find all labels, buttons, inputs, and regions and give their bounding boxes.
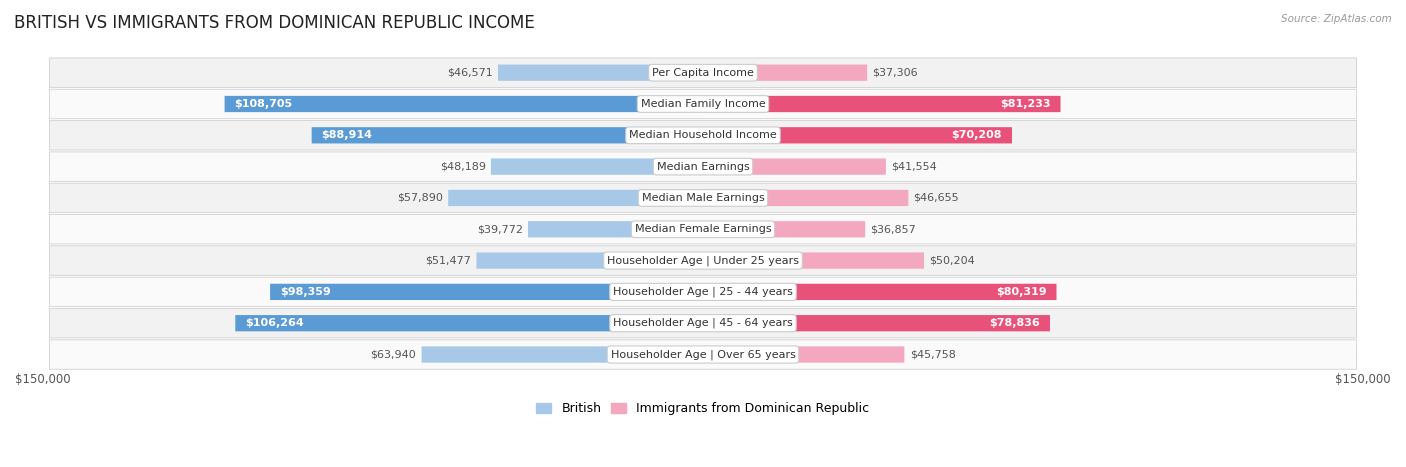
Text: $81,233: $81,233: [1000, 99, 1050, 109]
FancyBboxPatch shape: [49, 152, 1357, 181]
Text: Median Female Earnings: Median Female Earnings: [634, 224, 772, 234]
FancyBboxPatch shape: [703, 158, 886, 175]
Text: $88,914: $88,914: [322, 130, 373, 140]
Text: $37,306: $37,306: [873, 68, 918, 78]
Text: Householder Age | Under 25 years: Householder Age | Under 25 years: [607, 255, 799, 266]
FancyBboxPatch shape: [49, 58, 1357, 87]
FancyBboxPatch shape: [703, 315, 1050, 332]
Text: Median Male Earnings: Median Male Earnings: [641, 193, 765, 203]
Text: $108,705: $108,705: [235, 99, 292, 109]
Text: $51,477: $51,477: [425, 255, 471, 266]
Text: Householder Age | Over 65 years: Householder Age | Over 65 years: [610, 349, 796, 360]
Text: $80,319: $80,319: [995, 287, 1046, 297]
FancyBboxPatch shape: [703, 64, 868, 81]
FancyBboxPatch shape: [235, 315, 703, 332]
FancyBboxPatch shape: [49, 277, 1357, 307]
FancyBboxPatch shape: [703, 284, 1056, 300]
Text: Median Earnings: Median Earnings: [657, 162, 749, 172]
FancyBboxPatch shape: [49, 214, 1357, 244]
FancyBboxPatch shape: [703, 127, 1012, 143]
Legend: British, Immigrants from Dominican Republic: British, Immigrants from Dominican Repub…: [531, 397, 875, 420]
Text: $57,890: $57,890: [396, 193, 443, 203]
Text: Median Household Income: Median Household Income: [628, 130, 778, 140]
Text: Householder Age | 45 - 64 years: Householder Age | 45 - 64 years: [613, 318, 793, 328]
Text: $39,772: $39,772: [477, 224, 523, 234]
Text: $46,655: $46,655: [914, 193, 959, 203]
FancyBboxPatch shape: [49, 89, 1357, 119]
Text: BRITISH VS IMMIGRANTS FROM DOMINICAN REPUBLIC INCOME: BRITISH VS IMMIGRANTS FROM DOMINICAN REP…: [14, 14, 534, 32]
FancyBboxPatch shape: [477, 253, 703, 269]
Text: Householder Age | 25 - 44 years: Householder Age | 25 - 44 years: [613, 287, 793, 297]
Text: $50,204: $50,204: [929, 255, 974, 266]
FancyBboxPatch shape: [225, 96, 703, 112]
Text: $36,857: $36,857: [870, 224, 917, 234]
Text: $45,758: $45,758: [910, 349, 956, 360]
FancyBboxPatch shape: [703, 96, 1060, 112]
FancyBboxPatch shape: [270, 284, 703, 300]
Text: $46,571: $46,571: [447, 68, 492, 78]
FancyBboxPatch shape: [498, 64, 703, 81]
FancyBboxPatch shape: [422, 347, 703, 363]
Text: $106,264: $106,264: [245, 318, 304, 328]
Text: $63,940: $63,940: [371, 349, 416, 360]
FancyBboxPatch shape: [312, 127, 703, 143]
FancyBboxPatch shape: [49, 183, 1357, 212]
FancyBboxPatch shape: [449, 190, 703, 206]
FancyBboxPatch shape: [49, 246, 1357, 275]
FancyBboxPatch shape: [703, 253, 924, 269]
Text: Per Capita Income: Per Capita Income: [652, 68, 754, 78]
FancyBboxPatch shape: [491, 158, 703, 175]
FancyBboxPatch shape: [703, 347, 904, 363]
FancyBboxPatch shape: [49, 309, 1357, 338]
FancyBboxPatch shape: [703, 190, 908, 206]
FancyBboxPatch shape: [49, 340, 1357, 369]
Text: $41,554: $41,554: [891, 162, 936, 172]
Text: $98,359: $98,359: [280, 287, 330, 297]
FancyBboxPatch shape: [703, 221, 865, 237]
Text: $78,836: $78,836: [990, 318, 1040, 328]
Text: Median Family Income: Median Family Income: [641, 99, 765, 109]
Text: Source: ZipAtlas.com: Source: ZipAtlas.com: [1281, 14, 1392, 24]
FancyBboxPatch shape: [529, 221, 703, 237]
FancyBboxPatch shape: [49, 120, 1357, 150]
Text: $48,189: $48,189: [440, 162, 485, 172]
Text: $70,208: $70,208: [952, 130, 1002, 140]
